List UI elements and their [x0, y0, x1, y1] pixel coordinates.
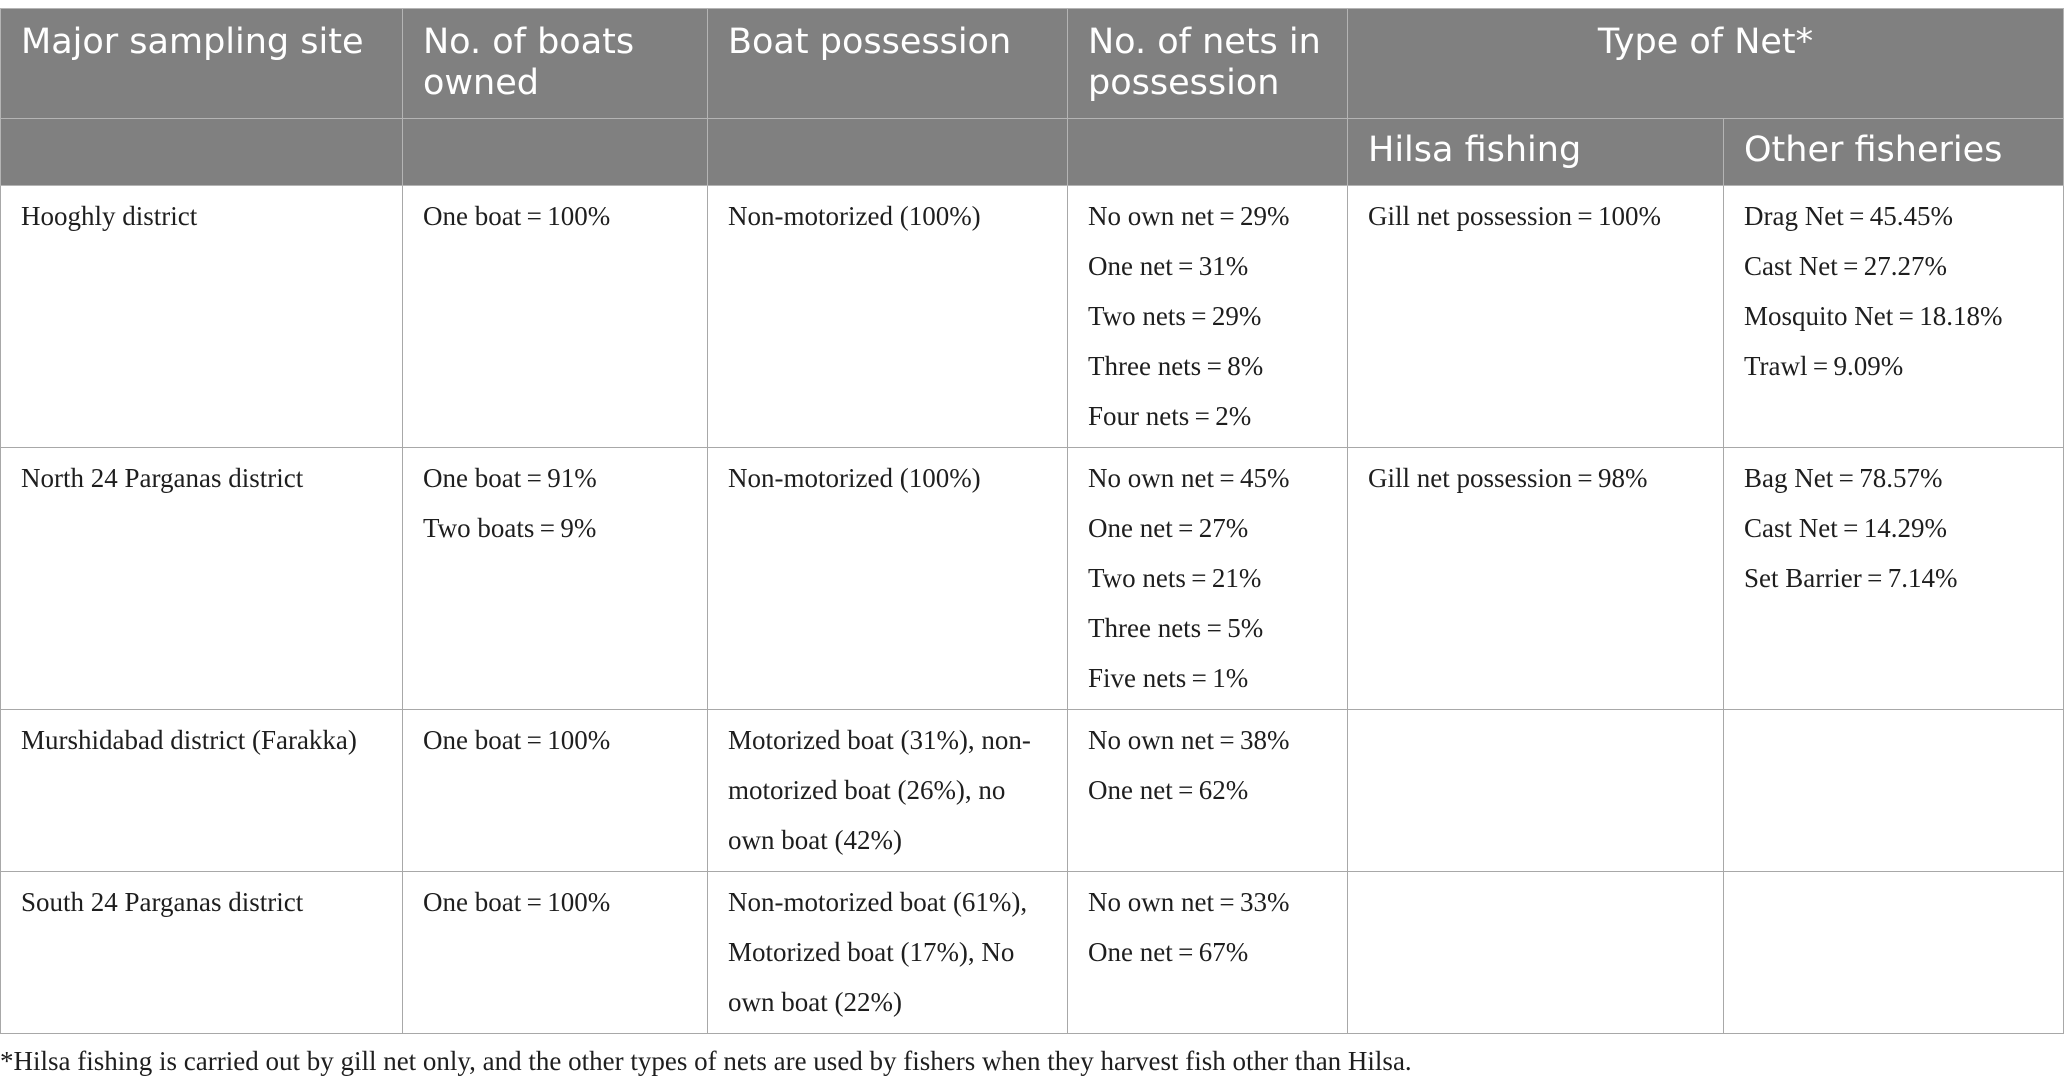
cell-entry: Motorized boat (31%), non-motorized boat…	[728, 725, 1031, 855]
cell-entry: One net = 67%	[1088, 937, 1249, 967]
cell-entry: Five nets = 1%	[1088, 663, 1249, 693]
nets-possession-cell: No own net = 45% One net = 27% Two nets = …	[1067, 447, 1348, 710]
header-boat-possession: Boat possession	[707, 8, 1068, 119]
fisheries-table: Major sampling site No. of boats owned B…	[0, 8, 2064, 1034]
boat-possession-cell: Non-motorized (100%)	[707, 185, 1068, 448]
cell-entry: Two nets = 21%	[1088, 563, 1262, 593]
boats-owned-cell: One boat = 100%	[402, 871, 708, 1034]
header-nets-possession: No. of nets in possession	[1067, 8, 1348, 119]
site-cell: North 24 Parganas district	[0, 447, 403, 710]
cell-entry: Bag Net = 78.57%	[1744, 463, 1943, 493]
cell-entry: No own net = 29%	[1088, 201, 1290, 231]
cell-entry: Mosquito Net = 18.18%	[1744, 301, 2003, 331]
nets-possession-cell: No own net = 33% One net = 67%	[1067, 871, 1348, 1034]
cell-entry: One boat = 100%	[423, 725, 611, 755]
cell-entry: One net = 27%	[1088, 513, 1249, 543]
cell-entry: Set Barrier = 7.14%	[1744, 563, 1958, 593]
hilsa-fishing-cell: Gill net possession = 100%	[1347, 185, 1724, 448]
site-name: Murshidabad district (Farakka)	[21, 725, 357, 755]
subheader-empty-1	[0, 118, 403, 186]
site-cell: South 24 Parganas district	[0, 871, 403, 1034]
cell-entry: Non-motorized boat (61%), Motorized boat…	[728, 887, 1028, 1017]
header-other-fisheries: Other fisheries	[1722, 118, 2064, 186]
site-name: South 24 Parganas district	[21, 887, 304, 917]
other-fisheries-cell: Bag Net = 78.57% Cast Net = 14.29% Set Bar…	[1722, 447, 2064, 710]
cell-entry: No own net = 38%	[1088, 725, 1290, 755]
boat-possession-cell: Motorized boat (31%), non-motorized boat…	[707, 709, 1068, 872]
cell-entry: No own net = 45%	[1088, 463, 1290, 493]
hilsa-fishing-cell	[1347, 709, 1724, 872]
cell-entry: One net = 31%	[1088, 251, 1249, 281]
nets-possession-cell: No own net = 29% One net = 31% Two nets = …	[1067, 185, 1348, 448]
nets-possession-cell: No own net = 38% One net = 62%	[1067, 709, 1348, 872]
boat-possession-cell: Non-motorized (100%)	[707, 447, 1068, 710]
site-name: North 24 Parganas district	[21, 463, 304, 493]
cell-entry: Drag Net = 45.45%	[1744, 201, 1953, 231]
hilsa-fishing-cell	[1347, 871, 1724, 1034]
site-cell: Hooghly district	[0, 185, 403, 448]
cell-entry: One boat = 91%	[423, 463, 597, 493]
table-row: Hooghly district One boat = 100% Non-motor…	[0, 185, 2064, 448]
cell-entry: Four nets = 2%	[1088, 401, 1252, 431]
other-fisheries-cell: Drag Net = 45.45% Cast Net = 27.27% Mosqui…	[1722, 185, 2064, 448]
site-name: Hooghly district	[21, 201, 198, 231]
cell-entry: Trawl = 9.09%	[1744, 351, 1904, 381]
cell-entry: Cast Net = 27.27%	[1744, 251, 1948, 281]
boats-owned-cell: One boat = 100%	[402, 709, 708, 872]
boats-owned-cell: One boat = 91% Two boats = 9%	[402, 447, 708, 710]
hilsa-fishing-cell: Gill net possession = 98%	[1347, 447, 1724, 710]
header-boats-owned: No. of boats owned	[402, 8, 708, 119]
table-row: North 24 Parganas district One boat = 91%…	[0, 447, 2064, 710]
cell-entry: Three nets = 5%	[1088, 613, 1264, 643]
subheader-empty-2	[402, 118, 708, 186]
subheader-row: Hilsa fishing Other fisheries	[0, 118, 2064, 186]
table-row: South 24 Parganas district One boat = 100…	[0, 871, 2064, 1034]
boat-possession-cell: Non-motorized boat (61%), Motorized boat…	[707, 871, 1068, 1034]
cell-entry: Non-motorized (100%)	[728, 201, 981, 231]
table-footnote: *Hilsa fishing is carried out by gill ne…	[0, 1046, 1412, 1076]
cell-entry: No own net = 33%	[1088, 887, 1290, 917]
cell-entry: Two nets = 29%	[1088, 301, 1262, 331]
cell-entry: Non-motorized (100%)	[728, 463, 981, 493]
subheader-empty-4	[1067, 118, 1348, 186]
cell-entry: Gill net possession = 100%	[1368, 201, 1662, 231]
table-row: Murshidabad district (Farakka) One boat =…	[0, 709, 2064, 872]
boats-owned-cell: One boat = 100%	[402, 185, 708, 448]
header-hilsa-fishing: Hilsa fishing	[1347, 118, 1724, 186]
cell-entry: One net = 62%	[1088, 775, 1249, 805]
cell-entry: One boat = 100%	[423, 887, 611, 917]
cell-entry: Three nets = 8%	[1088, 351, 1264, 381]
site-cell: Murshidabad district (Farakka)	[0, 709, 403, 872]
cell-entry: Gill net possession = 98%	[1368, 463, 1648, 493]
header-row: Major sampling site No. of boats owned B…	[0, 8, 2064, 119]
header-type-of-net: Type of Net*	[1346, 8, 2064, 119]
cell-entry: One boat = 100%	[423, 201, 611, 231]
subheader-empty-3	[707, 118, 1068, 186]
cell-entry: Cast Net = 14.29%	[1744, 513, 1948, 543]
other-fisheries-cell	[1722, 709, 2064, 872]
cell-entry: Two boats = 9%	[423, 513, 597, 543]
other-fisheries-cell	[1722, 871, 2064, 1034]
header-site: Major sampling site	[0, 8, 403, 119]
